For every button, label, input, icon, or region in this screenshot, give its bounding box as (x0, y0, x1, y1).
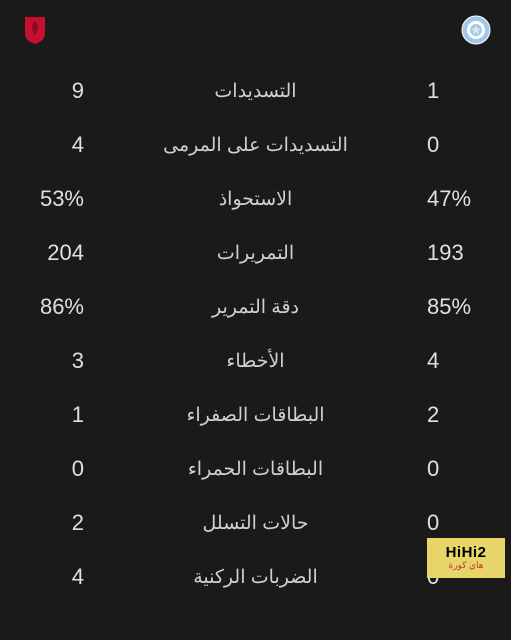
stat-value-left: 0 (427, 510, 487, 536)
stat-row: 1التسديدات9 (24, 64, 487, 118)
stat-value-right: 0 (24, 456, 84, 482)
stat-label: دقة التمرير (84, 296, 427, 319)
stat-value-left: 4 (427, 348, 487, 374)
header-teams (0, 0, 511, 56)
stat-label: حالات التسلل (84, 512, 427, 535)
stat-value-right: 3 (24, 348, 84, 374)
stat-row: 47%الاستحواذ53% (24, 172, 487, 226)
stat-label: البطاقات الحمراء (84, 458, 427, 481)
stat-value-right: 204 (24, 240, 84, 266)
stat-row: 2البطاقات الصفراء1 (24, 388, 487, 442)
stat-label: الأخطاء (84, 350, 427, 373)
stat-value-right: 4 (24, 564, 84, 590)
stat-value-left: 85% (427, 294, 487, 320)
stat-row: 0التسديدات على المرمى4 (24, 118, 487, 172)
watermark-badge: HiHi2 هاي كورة (427, 538, 505, 578)
stat-value-left: 2 (427, 402, 487, 428)
watermark-line1: HiHi2 (446, 545, 487, 562)
stats-table: 1التسديدات90التسديدات على المرمى447%الاس… (0, 56, 511, 604)
stat-value-left: 0 (427, 456, 487, 482)
stat-value-right: 9 (24, 78, 84, 104)
stat-label: الاستحواذ (84, 188, 427, 211)
stat-row: 0البطاقات الحمراء0 (24, 442, 487, 496)
team-crest-right (20, 15, 50, 45)
stat-row: 85%دقة التمرير86% (24, 280, 487, 334)
team-crest-left (461, 15, 491, 45)
stat-row: 193التمريرات204 (24, 226, 487, 280)
stat-value-right: 4 (24, 132, 84, 158)
stat-value-right: 2 (24, 510, 84, 536)
stat-row: 0الضربات الركنية4 (24, 550, 487, 604)
watermark-line2: هاي كورة (448, 561, 483, 571)
stat-value-right: 86% (24, 294, 84, 320)
stat-value-left: 1 (427, 78, 487, 104)
stat-label: التسديدات (84, 80, 427, 103)
stat-row: 4الأخطاء3 (24, 334, 487, 388)
stat-label: البطاقات الصفراء (84, 404, 427, 427)
stat-row: 0حالات التسلل2 (24, 496, 487, 550)
stat-label: الضربات الركنية (84, 566, 427, 589)
stat-value-right: 53% (24, 186, 84, 212)
stat-label: التسديدات على المرمى (84, 134, 427, 157)
stat-label: التمريرات (84, 242, 427, 265)
stat-value-right: 1 (24, 402, 84, 428)
stat-value-left: 193 (427, 240, 487, 266)
stat-value-left: 47% (427, 186, 487, 212)
stat-value-left: 0 (427, 132, 487, 158)
